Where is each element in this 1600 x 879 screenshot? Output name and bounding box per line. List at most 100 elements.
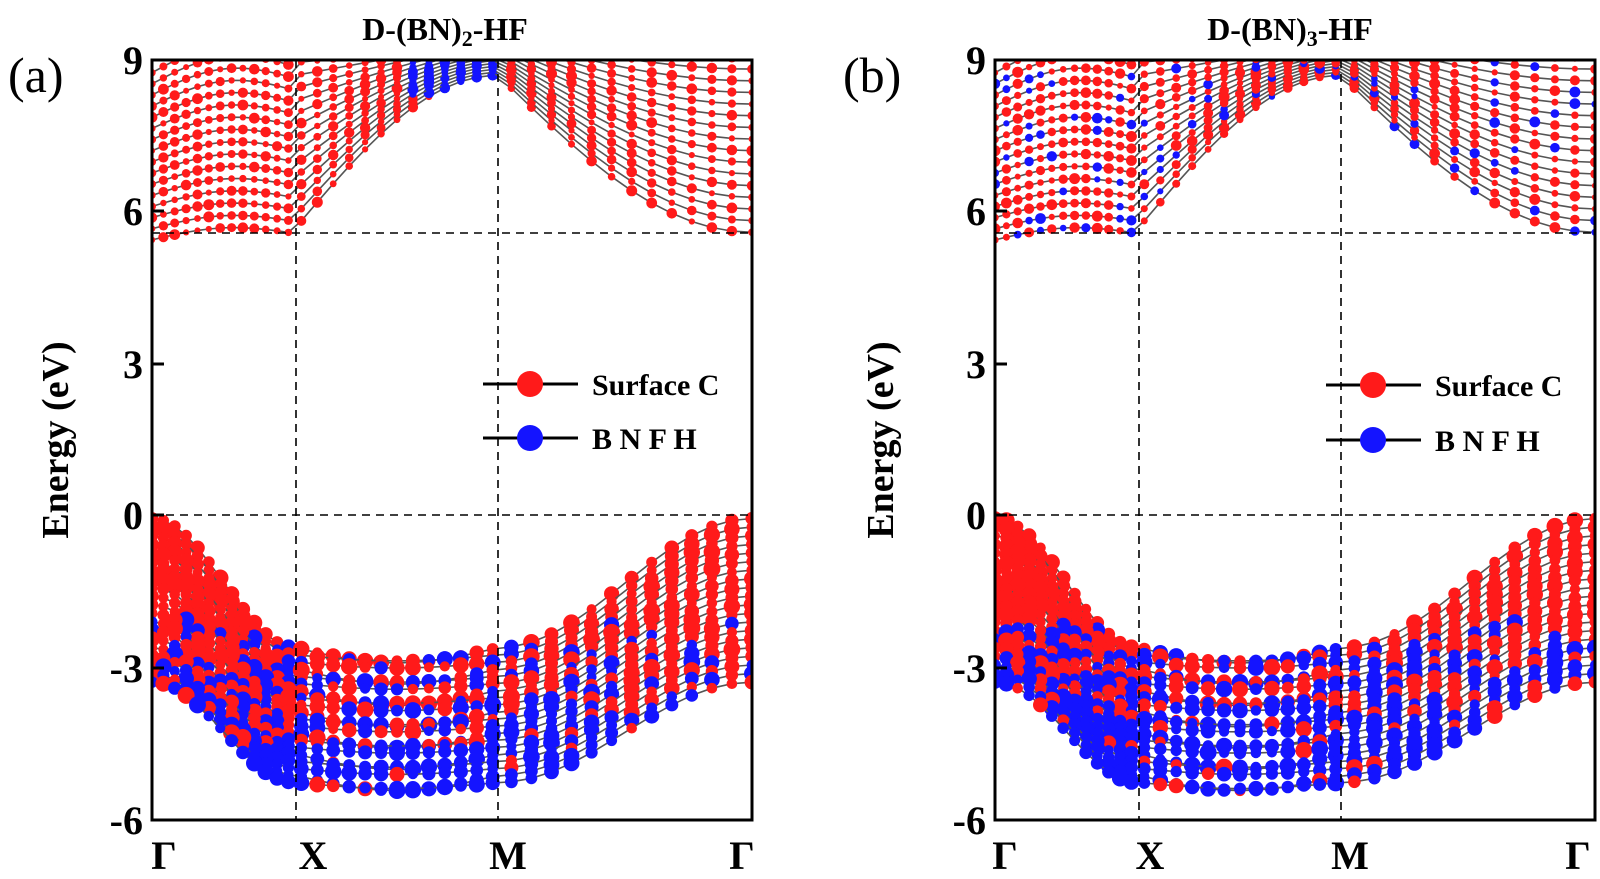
panel-b-band-point	[1048, 68, 1055, 75]
panel-b-band-point	[1036, 202, 1045, 211]
panel-b-band-point	[1138, 777, 1151, 789]
panel-a-legend-label-bnfh: B N F H	[592, 423, 697, 456]
panel-a-band-point	[215, 199, 225, 208]
panel-a-band-point	[239, 114, 247, 121]
panel-b-band-point	[1003, 154, 1010, 161]
panel-b-band-point	[1186, 135, 1198, 147]
panel-b-band-point	[1296, 700, 1312, 716]
panel-a-band-point	[688, 162, 696, 170]
panel-b-band-point	[1172, 151, 1180, 159]
panel-b-band-point	[1014, 91, 1022, 99]
panel-b-band-point	[1139, 179, 1150, 190]
panel-a-band-point	[607, 172, 616, 181]
panel-b-band-point	[1426, 707, 1443, 723]
panel-a-band-point	[647, 108, 656, 117]
panel-a-band-point	[203, 710, 215, 722]
panel-b-band-point	[1511, 178, 1519, 185]
panel-a-band-point	[391, 82, 403, 94]
panel-a-band-point	[423, 782, 435, 794]
panel-a-band-point	[707, 211, 717, 221]
panel-a-band-point	[646, 556, 658, 568]
panel-b-band-point	[1469, 157, 1480, 168]
panel-a-band-point	[285, 157, 292, 164]
panel-b-band-point	[1219, 747, 1230, 759]
panel-b-band-point	[1126, 215, 1137, 226]
panel-b-band-point	[1205, 139, 1212, 146]
panel-b-band-point	[1113, 686, 1127, 699]
panel-a-band-point	[170, 79, 179, 88]
panel-b-band-point	[1059, 90, 1067, 98]
panel-b-band-point	[1139, 81, 1149, 92]
panel-b-band-point	[1048, 164, 1056, 172]
panel-b-ytick-labels: -6 -3 0 3 6 9	[953, 38, 986, 843]
panel-a-band-point	[193, 118, 202, 128]
panel-b-band-point	[1069, 75, 1080, 86]
panel-b-band-point	[1204, 94, 1213, 103]
panel-b-band-point	[1250, 683, 1262, 695]
panel-a-band-point	[203, 661, 215, 674]
panel-b-band-point	[1411, 52, 1419, 60]
panel-b-title-suffix: -HF	[1318, 11, 1373, 47]
panel-a-band-point	[706, 222, 718, 233]
panel-b-band-point	[1282, 60, 1294, 67]
panel-a-band-point	[361, 52, 369, 60]
panel-b-band-point	[1103, 127, 1114, 137]
panel-b-band-point	[1091, 222, 1103, 234]
panel-a-band-point	[568, 140, 575, 148]
panel-a-band-point	[345, 70, 354, 78]
panel-a-band-point	[439, 661, 450, 672]
panel-b-band-point	[1490, 98, 1499, 107]
panel-b-band-point	[998, 521, 1015, 537]
panel-b-band-point	[1529, 138, 1541, 150]
panel-b-band-point	[1551, 189, 1559, 197]
panel-a-band-point	[345, 112, 354, 120]
panel-a-band-point	[283, 203, 294, 214]
panel-a-band-point	[728, 193, 736, 200]
panel-a-band-point	[194, 83, 201, 90]
panel-b-band-point	[1203, 116, 1213, 125]
panel-a-band-point	[329, 93, 338, 102]
panel-a-band-point	[157, 618, 169, 630]
panel-a-band-point	[685, 571, 699, 584]
panel-a-band-point	[666, 69, 678, 81]
panel-a-band-point	[314, 111, 321, 119]
panel-a-band-point	[250, 187, 259, 196]
panel-a-band-point	[159, 96, 168, 105]
panel-a-band-point	[566, 118, 577, 129]
panel-b-band-point	[1104, 66, 1114, 76]
panel-b-band-point	[1126, 155, 1137, 166]
panel-b-band-point	[1092, 112, 1103, 124]
panel-a-band-point	[359, 782, 371, 794]
panel-a-band-point	[269, 770, 285, 786]
panel-b-band-point	[1126, 60, 1137, 70]
panel-b-band-point	[1219, 61, 1229, 71]
panel-b-band-point	[1430, 110, 1440, 120]
panel-a-band-point	[362, 146, 369, 153]
panel-a-band-point	[358, 745, 373, 760]
panel-a-band-point	[607, 68, 617, 78]
panel-b-band-point	[1568, 574, 1582, 587]
panel-a-band-point	[393, 100, 401, 108]
panel-b-band-point	[1071, 163, 1078, 170]
panel-b-band-point	[1491, 179, 1498, 187]
panel-b-title-subscript: 3	[1307, 26, 1318, 51]
panel-b-band-point	[1471, 178, 1479, 185]
panel-b-band-point	[1080, 124, 1092, 135]
panel-b-band-point	[1204, 146, 1212, 153]
panel-b-band-point	[1431, 103, 1438, 110]
panel-a-band-point	[158, 186, 169, 197]
panel-a-band-point	[625, 595, 638, 608]
panel-b-band-point	[1470, 186, 1480, 196]
panel-a-ytick-label: -3	[110, 646, 143, 691]
panel-b-band-point	[1549, 176, 1560, 187]
panel-a-band-point	[453, 764, 468, 779]
panel-b-band-point	[1014, 184, 1022, 192]
panel-b-band-point	[1170, 140, 1182, 151]
panel-a-band-point	[328, 681, 339, 692]
panel-b-band-point	[1141, 132, 1148, 139]
panel-b-band-point	[1188, 86, 1197, 95]
panel-a-title: D-(BN)2-HF	[362, 11, 528, 51]
panel-a-band-point	[191, 557, 204, 571]
panel-b-band-point	[1284, 51, 1291, 58]
panel-b-band-point	[1430, 141, 1439, 150]
